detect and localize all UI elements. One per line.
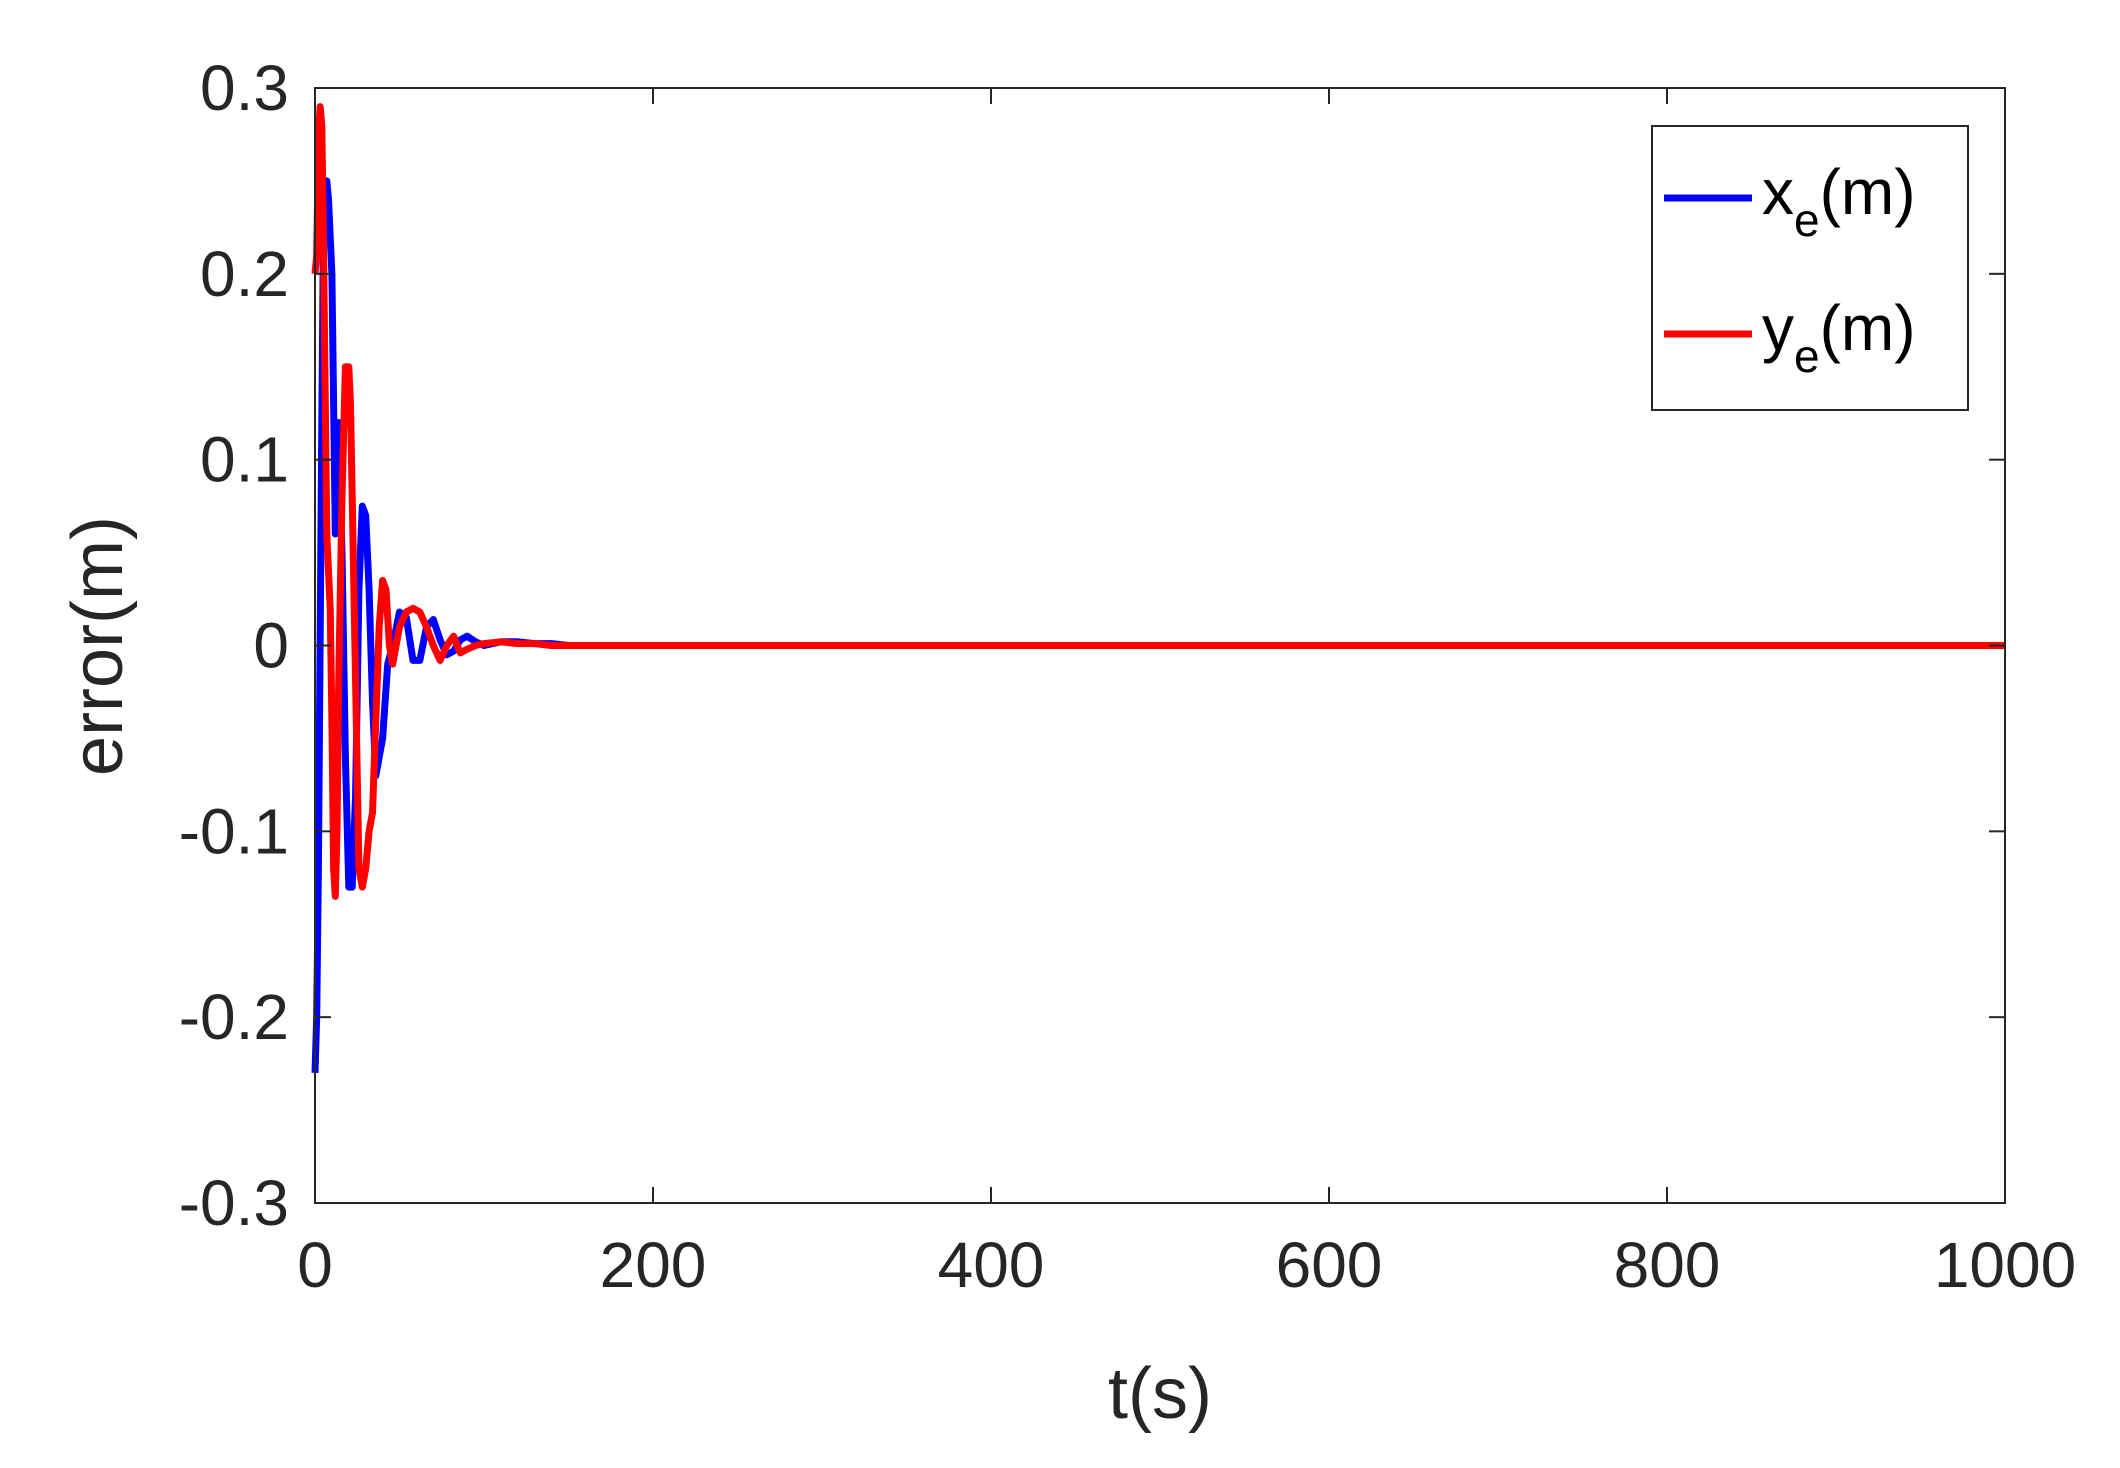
x-axis-label: t(s) <box>1108 1354 1212 1434</box>
x-tick-label: 1000 <box>1934 1229 2076 1301</box>
y-tick-label: -0.1 <box>179 795 289 867</box>
legend-label-y-e: ye(m) <box>1762 292 1916 382</box>
y-axis-label: error(m) <box>58 516 138 776</box>
x-tick-label: 800 <box>1614 1229 1721 1301</box>
x-tick-label: 600 <box>1276 1229 1383 1301</box>
y-tick-label: 0 <box>253 610 289 682</box>
y-tick-label: -0.2 <box>179 981 289 1053</box>
tick-layer <box>314 87 2006 1204</box>
y-tick-label: 0.2 <box>200 238 289 310</box>
x-tick-label: 0 <box>297 1229 333 1301</box>
tick-label-layer: 0 200 400 600 800 1000 -0.3 -0.2 -0.1 0 0.1 0.2 0.3 <box>179 52 2076 1301</box>
y-tick-label: 0.3 <box>200 52 289 124</box>
x-tick-label: 200 <box>600 1229 707 1301</box>
legend-box <box>1651 125 1969 411</box>
legend: xe(m) ye(m) <box>1651 125 1969 411</box>
legend-label-x-e: xe(m) <box>1762 156 1916 246</box>
y-tick-label: -0.3 <box>179 1167 289 1239</box>
x-tick-label: 400 <box>938 1229 1045 1301</box>
y-tick-label: 0.1 <box>200 424 289 496</box>
